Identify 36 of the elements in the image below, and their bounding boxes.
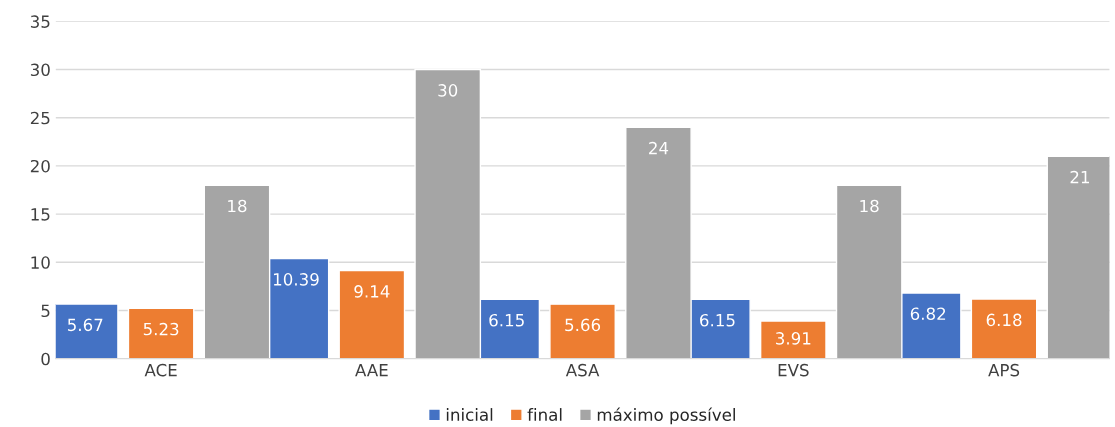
y-tick-label: 0 <box>41 352 50 366</box>
legend-label: máximo possível <box>597 407 735 425</box>
x-tick-label: APS <box>988 363 1020 377</box>
bar <box>338 269 406 359</box>
bar <box>759 320 827 359</box>
data-label: 30 <box>438 84 458 97</box>
y-tick-label: 5 <box>41 304 50 318</box>
data-label: 10.39 <box>273 273 319 286</box>
y-tick-label: 10 <box>31 256 50 269</box>
bar <box>549 303 616 359</box>
data-label: 5.23 <box>143 322 179 336</box>
x-tick-label: EVS <box>778 363 809 377</box>
y-tick-label: 35 <box>30 15 50 28</box>
bar <box>127 307 195 359</box>
data-label: 6.15 <box>700 313 735 327</box>
data-label: 6.15 <box>489 313 524 327</box>
bar <box>970 298 1038 359</box>
data-label: 21 <box>1070 170 1089 184</box>
data-label: 5.67 <box>67 318 103 332</box>
data-label: 18 <box>228 199 247 213</box>
data-label: 24 <box>649 141 669 155</box>
data-label: 5.66 <box>565 318 601 332</box>
legend-label: final <box>527 408 562 421</box>
data-label: 9.14 <box>354 285 390 298</box>
y-tick-label: 15 <box>31 208 50 221</box>
x-tick-label: AAE <box>355 364 388 377</box>
data-label: 18 <box>860 199 879 213</box>
y-tick-label: 25 <box>30 111 50 125</box>
y-tick-label: 20 <box>30 159 50 173</box>
y-tick-label: 30 <box>30 63 50 77</box>
data-label: 6.82 <box>910 307 946 321</box>
x-tick-label: ACE <box>144 363 177 377</box>
data-label: 6.18 <box>986 313 1022 327</box>
legend-label: inicial <box>446 408 493 421</box>
data-label: 3.91 <box>776 332 811 345</box>
x-tick-label: ASA <box>565 363 600 377</box>
